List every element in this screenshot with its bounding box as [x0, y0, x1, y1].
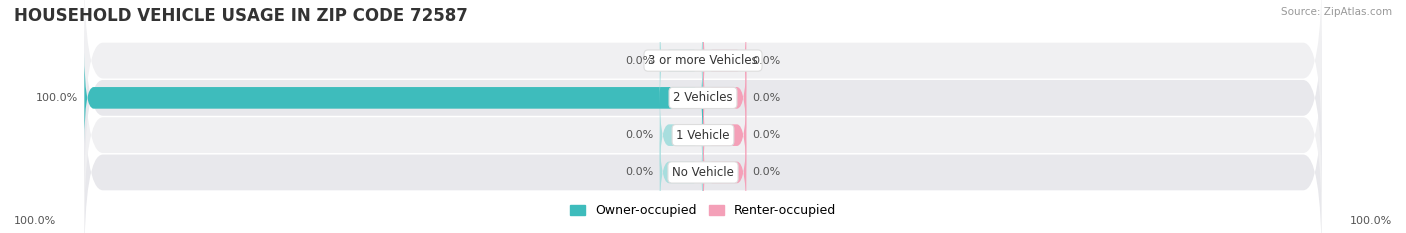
Text: 100.0%: 100.0%: [14, 216, 56, 226]
Text: No Vehicle: No Vehicle: [672, 166, 734, 179]
Text: 100.0%: 100.0%: [37, 93, 79, 103]
Text: 0.0%: 0.0%: [626, 56, 654, 65]
FancyBboxPatch shape: [659, 90, 703, 180]
FancyBboxPatch shape: [659, 127, 703, 218]
Text: Source: ZipAtlas.com: Source: ZipAtlas.com: [1281, 7, 1392, 17]
FancyBboxPatch shape: [84, 0, 1322, 154]
Text: 0.0%: 0.0%: [752, 93, 780, 103]
FancyBboxPatch shape: [659, 15, 703, 106]
FancyBboxPatch shape: [84, 79, 1322, 233]
Text: 0.0%: 0.0%: [626, 168, 654, 177]
FancyBboxPatch shape: [703, 15, 747, 106]
Text: 3 or more Vehicles: 3 or more Vehicles: [648, 54, 758, 67]
FancyBboxPatch shape: [84, 41, 1322, 229]
Text: 0.0%: 0.0%: [752, 56, 780, 65]
FancyBboxPatch shape: [703, 90, 747, 180]
Text: 1 Vehicle: 1 Vehicle: [676, 129, 730, 142]
Legend: Owner-occupied, Renter-occupied: Owner-occupied, Renter-occupied: [565, 199, 841, 222]
Text: 0.0%: 0.0%: [752, 130, 780, 140]
FancyBboxPatch shape: [703, 127, 747, 218]
FancyBboxPatch shape: [703, 53, 747, 143]
FancyBboxPatch shape: [84, 4, 1322, 192]
Text: 0.0%: 0.0%: [626, 130, 654, 140]
FancyBboxPatch shape: [84, 53, 703, 143]
Text: HOUSEHOLD VEHICLE USAGE IN ZIP CODE 72587: HOUSEHOLD VEHICLE USAGE IN ZIP CODE 7258…: [14, 7, 468, 25]
Text: 0.0%: 0.0%: [752, 168, 780, 177]
Text: 100.0%: 100.0%: [1350, 216, 1392, 226]
Text: 2 Vehicles: 2 Vehicles: [673, 91, 733, 104]
